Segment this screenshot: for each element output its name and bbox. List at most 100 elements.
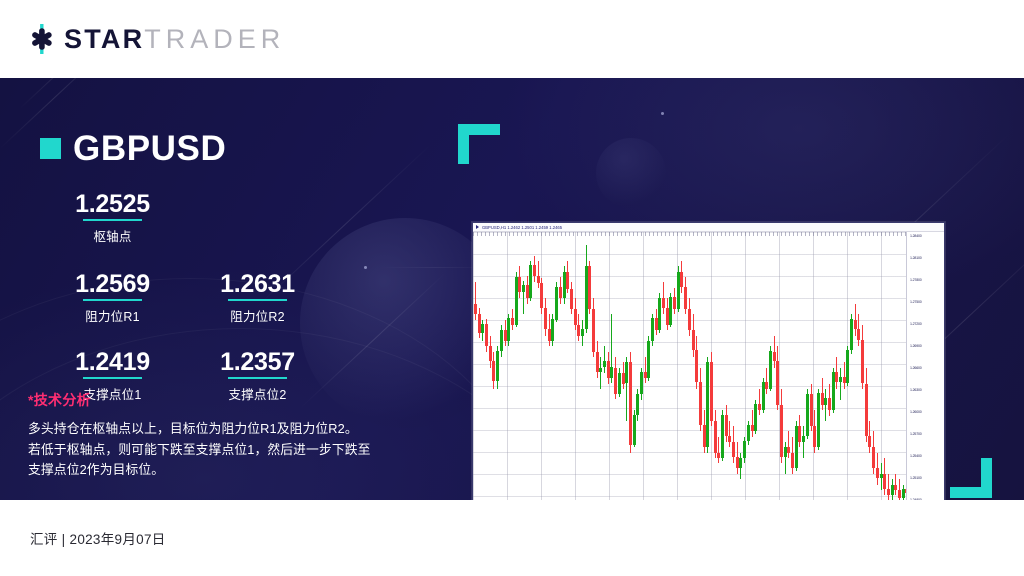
candle-wick <box>788 431 790 458</box>
candle-body <box>754 403 758 432</box>
candle <box>809 383 813 432</box>
candle-body <box>636 394 640 416</box>
candle <box>757 388 761 416</box>
candle <box>805 388 809 440</box>
candle-body <box>632 415 636 445</box>
candle-body <box>662 298 665 308</box>
price-tick-label: 1.26000 <box>910 410 922 414</box>
candle-body <box>813 426 817 448</box>
candle-body <box>732 442 736 457</box>
candle-body <box>772 351 776 362</box>
decor-line-horizontal <box>380 267 490 268</box>
candle <box>894 474 898 496</box>
candle-body <box>474 303 477 315</box>
candle-body <box>757 403 761 411</box>
candle-body <box>477 314 481 333</box>
level-s2-value: 1.2357 <box>220 349 295 379</box>
brand-name-light: TRADER <box>144 23 286 54</box>
candle-body <box>481 323 485 333</box>
candle-body <box>886 488 890 496</box>
candle <box>813 410 817 453</box>
candle-body <box>676 271 680 309</box>
candle-body <box>706 362 710 448</box>
candle <box>499 324 503 357</box>
instrument-title-row: GBPUSD <box>40 131 226 166</box>
candle-wick <box>843 362 845 389</box>
chart-price-scale[interactable]: 1.28400 1.28100 1.27800 1.27500 1.27200 1.269… <box>906 232 944 500</box>
candle <box>603 346 606 373</box>
candle-body <box>558 286 562 299</box>
candle-body <box>510 318 514 325</box>
candle-body <box>798 426 802 443</box>
candle-body <box>879 474 883 479</box>
candle <box>905 479 906 498</box>
candle <box>709 351 713 427</box>
candlestick-plot[interactable]: 1 Aug 20231 Aug 20:002 Aug 04:002 Aug 12… <box>473 232 906 500</box>
candle-body <box>529 265 533 299</box>
candle-body <box>533 265 536 276</box>
candle-body <box>540 283 544 308</box>
level-r1: 1.2569 阻力位R1 <box>40 271 185 325</box>
candle <box>754 399 758 435</box>
candle-body <box>610 367 614 379</box>
candle <box>875 452 879 485</box>
candle-body <box>835 371 839 383</box>
technical-analysis-line-3: 支撑点位2作为目标位。 <box>28 462 165 478</box>
candle-wick <box>751 410 753 437</box>
brand-logo[interactable]: STARTRADER <box>27 24 285 54</box>
candle-body <box>827 398 831 411</box>
candle <box>761 378 765 413</box>
candle <box>558 277 562 304</box>
technical-analysis-heading: *技术分析 <box>28 392 91 408</box>
candle <box>839 367 842 400</box>
candle <box>492 351 496 389</box>
candle-body <box>894 484 898 490</box>
candle <box>827 383 831 416</box>
price-tick-label: 1.28100 <box>910 256 922 260</box>
candle-body <box>780 404 783 457</box>
candle-wick <box>729 420 731 448</box>
candle <box>654 308 658 336</box>
candle-body <box>839 377 842 383</box>
candle <box>706 356 710 453</box>
candle-wick <box>626 356 628 421</box>
candle <box>883 458 887 496</box>
candle-body <box>698 382 702 425</box>
candle-body <box>485 323 489 347</box>
chart-area: GBPUSD,H1 1.2462 1.2501 1.2459 1.2465 1 … <box>455 124 1000 500</box>
price-tick-label: 1.25400 <box>910 454 922 458</box>
candle <box>861 324 865 389</box>
candle-wick <box>840 367 841 400</box>
candle-body <box>507 318 511 341</box>
price-tick-label: 1.28400 <box>910 234 922 238</box>
candle <box>617 367 621 397</box>
candle <box>850 314 853 355</box>
candle <box>743 436 747 464</box>
candle-body <box>761 382 765 411</box>
candle-body <box>735 456 739 468</box>
candle <box>485 318 489 352</box>
candle-body <box>555 286 559 320</box>
candle-body <box>673 297 677 309</box>
level-s1-value: 1.2419 <box>75 349 150 379</box>
candle-body <box>647 340 651 379</box>
candle <box>536 261 540 288</box>
candle-wick <box>898 479 900 500</box>
level-pivot: 1.2525 枢轴点 <box>40 191 185 245</box>
trading-chart-window[interactable]: GBPUSD,H1 1.2462 1.2501 1.2459 1.2465 1 … <box>472 222 945 500</box>
candle <box>897 479 901 500</box>
candle-body <box>875 467 879 479</box>
candle <box>610 314 614 384</box>
candle-body <box>883 474 887 489</box>
candle <box>636 388 640 421</box>
candle <box>702 410 706 453</box>
candle-body <box>768 351 772 389</box>
footer-caption: 汇评 | 2023年9月07日 <box>30 532 166 547</box>
candle-wick <box>604 346 605 373</box>
candle-wick <box>895 474 897 496</box>
candle <box>820 378 824 411</box>
candle-body <box>518 276 522 292</box>
decor-dot-1 <box>364 266 367 269</box>
candle <box>728 420 732 448</box>
candle-body <box>905 488 906 493</box>
